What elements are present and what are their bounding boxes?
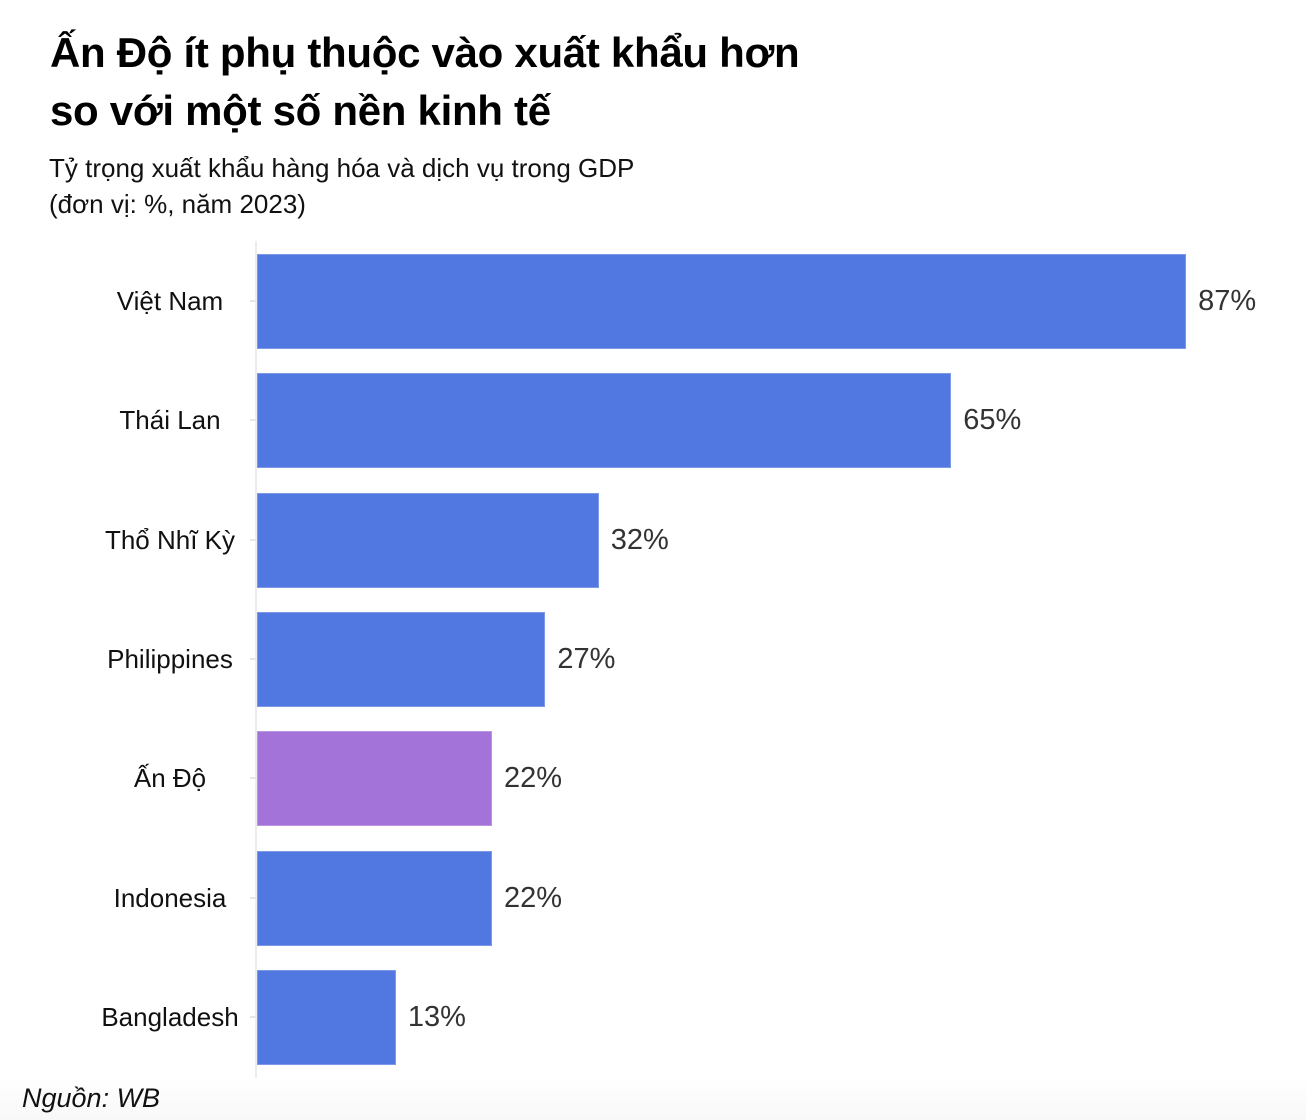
bar — [257, 969, 396, 1065]
bar-row: Indonesia 22% — [0, 850, 1258, 946]
value-label: 22% — [503, 762, 562, 795]
chart-subtitle-line1: Tỷ trọng xuất khẩu hàng hóa và dịch vụ t… — [49, 153, 635, 183]
category-label: Ấn Độ — [133, 763, 207, 794]
footer-strip — [0, 1078, 1306, 1120]
axis-tick — [250, 777, 256, 780]
axis-tick — [250, 300, 256, 302]
bar — [257, 373, 952, 469]
category-label: Thổ Nhĩ Kỳ — [104, 524, 236, 555]
category-label: Việt Nam — [116, 286, 224, 316]
value-label: 65% — [963, 404, 1022, 437]
bar-row: Thổ Nhĩ Kỳ 32% — [0, 492, 1258, 588]
chart-title-line1: Ấn Độ ít phụ thuộc vào xuất khẩu hơn — [50, 29, 800, 76]
axis-tick — [250, 419, 256, 422]
bar-row: Philippines 27% — [0, 611, 1258, 707]
axis-tick — [250, 896, 256, 899]
axis-tick — [250, 538, 256, 541]
category-label: Thái Lan — [119, 405, 221, 436]
bar — [257, 254, 1187, 349]
chart-subtitle: Tỷ trọng xuất khẩu hàng hóa và dịch vụ t… — [49, 150, 634, 222]
chart-title-line2: so với một số nền kinh tế — [50, 87, 551, 134]
bar-highlighted — [257, 731, 492, 827]
category-label: Bangladesh — [101, 1001, 239, 1032]
chart-subtitle-line2: (đơn vị: %, năm 2023) — [49, 189, 306, 219]
value-label: 13% — [407, 1000, 466, 1033]
value-label: 22% — [503, 881, 562, 914]
value-label: 32% — [610, 523, 669, 556]
category-label: Indonesia — [113, 882, 227, 913]
bar-row: Việt Nam 87% — [0, 254, 1258, 349]
axis-tick — [250, 1015, 256, 1018]
category-label: Philippines — [107, 643, 233, 674]
bar-row: Thái Lan 65% — [0, 373, 1258, 469]
bar-chart-plot-area: Việt Nam 87% Thái Lan 65% Thổ Nhĩ Kỳ 32% Phili… — [0, 240, 1258, 1078]
source-note: Nguồn: WB — [22, 1083, 161, 1113]
value-label: 27% — [557, 642, 616, 675]
chart-title: Ấn Độ ít phụ thuộc vào xuất khẩu hơn so … — [50, 24, 800, 140]
bar — [257, 850, 492, 946]
value-label: 87% — [1198, 285, 1257, 317]
bar-row: Ấn Độ 22% — [0, 731, 1258, 827]
y-axis-line — [255, 241, 257, 1078]
bar — [257, 611, 546, 707]
axis-tick — [250, 657, 256, 660]
bar — [257, 492, 599, 588]
bar-row: Bangladesh 13% — [0, 969, 1258, 1065]
